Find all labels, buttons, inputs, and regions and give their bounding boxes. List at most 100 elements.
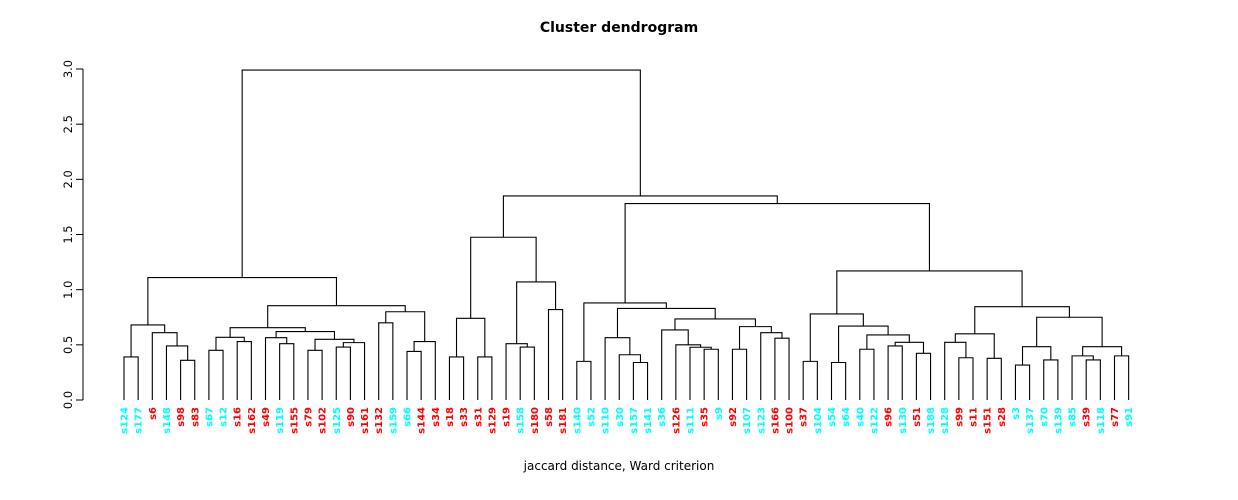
dendrogram-branch xyxy=(915,352,932,400)
leaf-label-s18: s18 xyxy=(445,407,456,427)
leaf-label-s104: s104 xyxy=(813,407,824,434)
leaf-label-s107: s107 xyxy=(742,407,753,434)
leaf-label-s102: s102 xyxy=(318,407,329,434)
dendrogram-branch xyxy=(661,329,689,400)
leaf-label-s110: s110 xyxy=(601,407,612,434)
dendrogram-branch xyxy=(576,360,592,400)
dendrogram-branch xyxy=(335,346,351,400)
dendrogram-branch xyxy=(279,343,295,400)
leaf-label-s49: s49 xyxy=(261,407,272,427)
leaf-label-s36: s36 xyxy=(657,407,668,427)
leaf-label-s34: s34 xyxy=(431,407,442,427)
leaf-label-s125: s125 xyxy=(332,407,343,434)
leaf-label-s64: s64 xyxy=(841,407,852,427)
leaf-label-s79: s79 xyxy=(303,407,314,427)
leaf-label-s52: s52 xyxy=(586,407,597,427)
leaf-label-s12: s12 xyxy=(219,407,230,427)
dendrogram-branch xyxy=(689,346,712,400)
leaf-label-s9: s9 xyxy=(714,407,725,420)
leaf-label-s111: s111 xyxy=(686,407,697,434)
y-axis-tick-label: 3.0 xyxy=(61,60,75,78)
leaf-label-s91: s91 xyxy=(1124,407,1135,427)
dendrogram-branch xyxy=(147,276,338,325)
dendrogram-branch xyxy=(1043,359,1059,400)
leaf-label-s118: s118 xyxy=(1096,407,1107,434)
dendrogram-branch xyxy=(1082,346,1123,356)
dendrogram-branch xyxy=(1085,359,1101,400)
dendrogram-branch xyxy=(1071,355,1094,400)
y-axis-tick-label: 2.0 xyxy=(61,170,75,188)
dendrogram-branch xyxy=(616,307,716,338)
dendrogram-branch xyxy=(307,349,323,400)
dendrogram-branch xyxy=(760,332,783,400)
leaf-label-s99: s99 xyxy=(954,407,965,427)
leaf-label-s140: s140 xyxy=(572,407,583,434)
dendrogram-branch xyxy=(378,322,394,400)
leaf-label-s129: s129 xyxy=(487,407,498,434)
leaf-label-s83: s83 xyxy=(190,407,201,427)
dendrogram-branch xyxy=(1036,316,1103,347)
leaf-label-s132: s132 xyxy=(374,407,385,434)
leaf-label-s155: s155 xyxy=(289,407,300,434)
dendrogram-branch xyxy=(894,341,925,354)
leaf-label-s122: s122 xyxy=(869,407,880,434)
dendrogram-branch xyxy=(836,270,1023,314)
leaf-label-s28: s28 xyxy=(997,407,1008,427)
dendrogram-branch xyxy=(342,342,366,400)
leaf-label-s130: s130 xyxy=(898,407,909,434)
leaf-label-s137: s137 xyxy=(1025,407,1036,434)
dendrogram-branch xyxy=(406,350,422,400)
dendrogram-branch xyxy=(624,203,930,303)
dendrogram-branch xyxy=(502,195,778,238)
leaf-label-s124: s124 xyxy=(120,407,131,434)
dendrogram-branch xyxy=(448,356,465,400)
dendrogram-branch xyxy=(519,346,535,400)
leaf-label-s39: s39 xyxy=(1082,407,1093,427)
dendrogram-branch xyxy=(130,324,166,357)
y-axis-tick-label: 2.5 xyxy=(61,115,75,133)
dendrogram-branch xyxy=(1014,364,1031,400)
leaf-label-s16: s16 xyxy=(233,407,244,427)
leaf-label-s126: s126 xyxy=(671,407,682,434)
y-axis-tick-label: 1.0 xyxy=(61,281,75,299)
leaf-label-s35: s35 xyxy=(700,407,711,427)
leaf-label-s157: s157 xyxy=(629,407,640,434)
leaf-label-s54: s54 xyxy=(827,407,838,427)
dendrogram-branch xyxy=(675,344,702,400)
dendrogram-branch xyxy=(809,313,864,362)
y-axis-tick-label: 0.5 xyxy=(61,336,75,354)
leaf-label-s139: s139 xyxy=(1053,407,1064,434)
leaf-label-s90: s90 xyxy=(346,407,357,427)
leaf-label-s70: s70 xyxy=(1039,407,1050,427)
leaf-label-s31: s31 xyxy=(473,407,484,427)
leaf-label-s144: s144 xyxy=(417,407,428,434)
dendrogram-branch xyxy=(470,236,537,319)
dendrogram-branch xyxy=(455,317,486,357)
leaf-label-s128: s128 xyxy=(940,407,951,434)
leaf-label-s67: s67 xyxy=(204,407,215,427)
dendrogram-branch xyxy=(236,340,252,400)
dendrogram-branch xyxy=(802,360,818,400)
leaf-label-s77: s77 xyxy=(1110,407,1121,427)
dendrogram-branch xyxy=(413,340,436,400)
dendrogram-branch xyxy=(165,345,189,400)
dendrogram-branch xyxy=(583,302,667,362)
leaf-label-s180: s180 xyxy=(530,407,541,434)
dendrogram-branch xyxy=(859,348,875,400)
dendrogram-branch xyxy=(314,338,355,351)
dendrogram-branch xyxy=(1021,346,1052,366)
dendrogram-branch xyxy=(516,281,557,344)
leaf-label-s66: s66 xyxy=(403,407,414,427)
leaf-label-s181: s181 xyxy=(558,407,569,434)
dendrogram-branch xyxy=(958,357,974,400)
leaf-label-s161: s161 xyxy=(360,407,371,434)
dendrogram-branch xyxy=(838,325,889,363)
leaf-label-s98: s98 xyxy=(176,407,187,427)
dendrogram-branch xyxy=(944,341,967,400)
dendrogram-branch xyxy=(151,332,178,400)
dendrogram-branch xyxy=(738,326,772,350)
leaf-label-s96: s96 xyxy=(884,407,895,427)
dendrogram-branch xyxy=(1113,355,1130,400)
